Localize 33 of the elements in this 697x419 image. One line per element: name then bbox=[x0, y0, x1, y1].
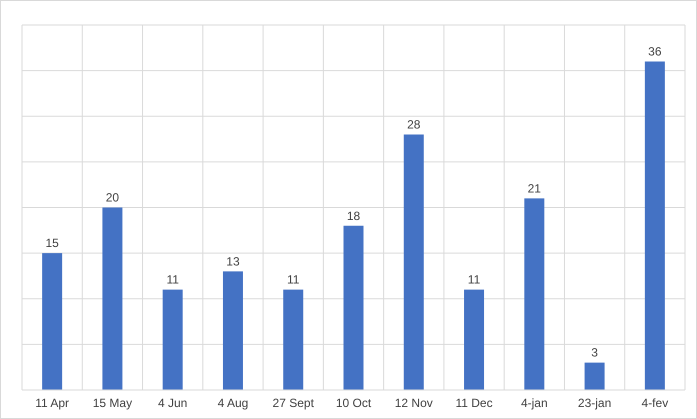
data-label: 11 bbox=[286, 272, 300, 287]
data-label: 28 bbox=[407, 118, 421, 132]
data-label: 15 bbox=[45, 236, 60, 250]
bar bbox=[404, 134, 424, 390]
bar bbox=[42, 253, 62, 390]
x-tick-label: 4-jan bbox=[520, 396, 548, 410]
bar bbox=[162, 290, 183, 390]
bar bbox=[524, 198, 544, 390]
bar bbox=[344, 226, 364, 390]
x-tick-label: 12 Nov bbox=[394, 396, 433, 410]
x-tick-label: 4-fev bbox=[642, 396, 668, 410]
x-tick-label: 27 Sept bbox=[272, 396, 315, 410]
data-label: 13 bbox=[226, 254, 240, 268]
data-label: 20 bbox=[106, 190, 120, 204]
data-label: 11 bbox=[468, 272, 481, 287]
bar bbox=[283, 290, 304, 390]
x-tick-label: 10 Oct bbox=[336, 396, 372, 410]
x-tick-label: 4 Aug bbox=[218, 396, 248, 410]
data-label: 36 bbox=[648, 44, 662, 58]
bar bbox=[464, 290, 484, 390]
data-label: 21 bbox=[528, 181, 542, 196]
x-tick-label: 4 Jun bbox=[158, 396, 188, 410]
x-tick-label: 11 Dec bbox=[455, 396, 493, 410]
data-label: 3 bbox=[591, 346, 598, 360]
x-tick-label: 15 May bbox=[92, 396, 132, 410]
data-label: 11 bbox=[166, 272, 180, 287]
bar bbox=[222, 271, 243, 390]
data-label: 18 bbox=[346, 208, 360, 223]
bar bbox=[584, 362, 605, 390]
bar bbox=[644, 62, 665, 390]
bar bbox=[102, 208, 122, 390]
x-tick-label: 11 Apr bbox=[35, 396, 70, 410]
x-tick-label: 23-jan bbox=[578, 396, 612, 410]
